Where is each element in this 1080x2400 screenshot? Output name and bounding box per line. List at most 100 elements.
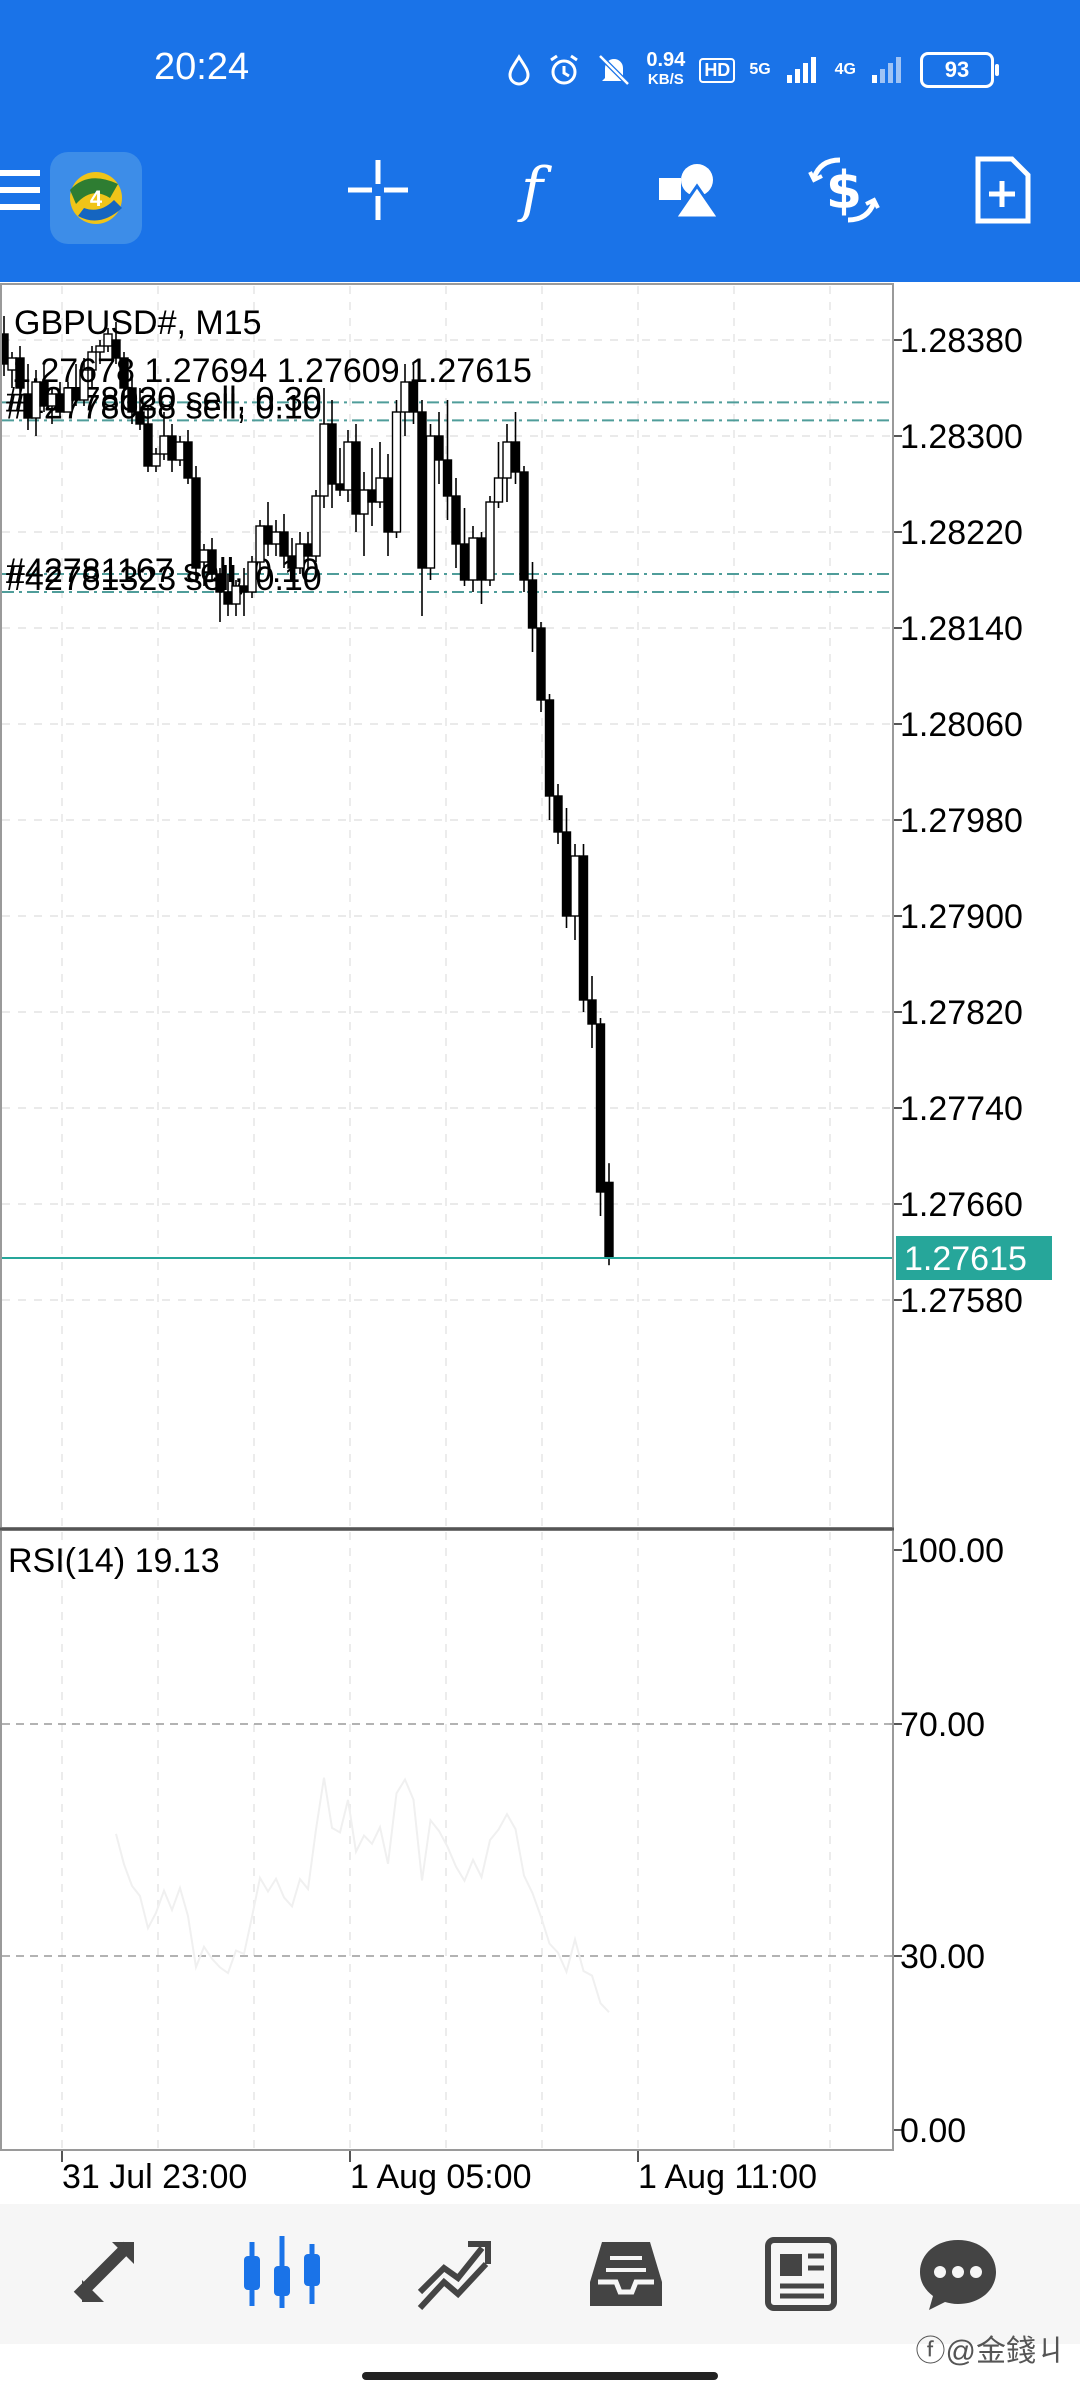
candle-bearish — [595, 1023, 606, 1193]
candle-bearish — [604, 1181, 614, 1259]
price-axis: 1.284601.283801.283001.282201.281401.280… — [2, 322, 1052, 1320]
candle-bearish — [544, 699, 555, 797]
candle-bearish — [367, 489, 377, 503]
candle-bearish — [15, 357, 25, 389]
nav-quotes[interactable] — [58, 2224, 158, 2324]
candle-bearish — [459, 543, 470, 581]
net-speed-value: 0.94 — [646, 49, 686, 71]
candle-bullish — [95, 345, 105, 353]
candle-bullish — [375, 477, 385, 503]
nav-history[interactable] — [576, 2224, 676, 2324]
candle-bearish — [119, 357, 129, 389]
candle-bearish — [111, 339, 121, 359]
candle-bullish — [485, 501, 495, 581]
chart-icon — [244, 2236, 320, 2308]
candle-bearish — [417, 411, 427, 569]
candle-bullish — [159, 435, 169, 455]
home-indicator[interactable] — [362, 2372, 718, 2380]
indicators-icon: f — [517, 158, 553, 222]
drop-icon — [508, 54, 530, 86]
svg-text:$: $ — [826, 161, 862, 221]
candle-bearish — [183, 441, 193, 479]
symbol-title: GBPUSD#, M15 — [14, 304, 262, 342]
status-icons: 0.94 KB/S HD 5G 4G 93 — [506, 44, 999, 96]
candle-bearish — [143, 423, 153, 467]
candle-bearish — [519, 471, 529, 581]
menu-button[interactable] — [0, 150, 60, 230]
candle-bullish — [247, 561, 257, 593]
quotes-icon — [73, 2241, 134, 2302]
price-axis-label: 1.27900 — [900, 898, 1023, 936]
candle-bullish — [87, 351, 97, 371]
chart-area[interactable]: #42778020 sell, 0.30 #42778088 sell, 0.10… — [0, 282, 1080, 2202]
candles — [0, 316, 614, 1266]
candle-bearish — [335, 483, 345, 491]
nav-news[interactable] — [752, 2224, 852, 2324]
objects-button[interactable] — [650, 150, 730, 230]
candle-bearish — [476, 537, 487, 581]
candle-bearish — [207, 549, 217, 575]
indicators-button[interactable]: f — [492, 150, 572, 230]
mute-icon — [598, 54, 631, 86]
candle-bearish — [191, 477, 201, 569]
new-order-button[interactable] — [962, 150, 1042, 230]
candle-bullish — [271, 531, 281, 545]
time-axis: 31 Jul 23:00 1 Aug 05:00 1 Aug 11:00 — [61, 2150, 817, 2196]
candle-bearish — [287, 555, 297, 569]
battery-indicator: 93 — [920, 52, 999, 88]
rsi-chart-frame — [0, 1529, 894, 2151]
candlestick-chart[interactable]: #42778020 sell, 0.30#42778088 sell, 0.10… — [0, 282, 1080, 2202]
price-axis-label: 1.27580 — [900, 1282, 1023, 1320]
rsi-panel: 100.00 70.00 30.00 0.00 — [2, 1532, 1004, 2150]
candle-bullish — [47, 393, 57, 407]
candle-bearish — [215, 573, 225, 593]
candle-bearish — [383, 477, 393, 533]
hd-badge: HD — [699, 57, 736, 83]
price-axis-label: 1.28220 — [900, 514, 1023, 552]
net-speed-unit: KB/S — [647, 71, 684, 88]
nav-chart[interactable] — [232, 2224, 332, 2324]
rsi-axis-label: 100.00 — [900, 1532, 1004, 1570]
signal-4g-label: 4G — [834, 61, 856, 78]
candle-bullish — [319, 423, 329, 497]
time-axis-label: 31 Jul 23:00 — [62, 2158, 247, 2196]
nav-trade[interactable] — [404, 2224, 504, 2324]
candle-bearish — [327, 423, 337, 485]
candle-bullish — [295, 543, 305, 569]
watermark-logo: ⓕ@金錢ㄐ — [915, 2335, 1066, 2368]
candle-bearish — [303, 543, 313, 557]
nav-messages[interactable] — [908, 2224, 1008, 2324]
candle-bearish — [408, 381, 419, 413]
trade-button[interactable]: $ — [804, 150, 884, 230]
rsi-axis-label: 70.00 — [900, 1706, 985, 1744]
trade-chart-icon — [417, 2241, 491, 2311]
rsi-axis-label: 30.00 — [900, 1938, 985, 1976]
crosshair-icon — [348, 160, 408, 220]
candle-bullish — [79, 369, 89, 401]
price-axis-label: 1.28140 — [900, 610, 1023, 648]
crosshair-button[interactable] — [338, 150, 418, 230]
price-axis-label: 1.27660 — [900, 1186, 1023, 1224]
candle-bearish — [127, 387, 137, 413]
candle-bullish — [175, 441, 185, 461]
candle-bearish — [578, 855, 589, 1001]
order-label: #42781323 sell, 0.10 — [6, 560, 322, 598]
candle-bearish — [536, 627, 546, 701]
current-price-label: 1.27615 — [904, 1240, 1027, 1278]
app-logo[interactable]: 4 — [48, 150, 144, 246]
candle-bullish — [391, 411, 402, 533]
battery-level: 93 — [944, 57, 970, 82]
news-icon — [765, 2237, 837, 2311]
candle-bearish — [587, 999, 597, 1025]
objects-icon — [659, 164, 722, 220]
candle-bearish — [239, 585, 249, 593]
price-axis-label: 1.28060 — [900, 706, 1023, 744]
candle-bullish — [343, 441, 353, 491]
candle-bearish — [442, 459, 453, 497]
time-axis-label: 1 Aug 11:00 — [638, 2158, 817, 2196]
price-axis-label: 1.28380 — [900, 322, 1023, 360]
time-axis-label: 1 Aug 05:00 — [350, 2158, 532, 2196]
candle-bearish — [0, 333, 9, 365]
metatrader-logo-icon: 4 — [50, 152, 142, 244]
candle-bullish — [151, 453, 161, 467]
